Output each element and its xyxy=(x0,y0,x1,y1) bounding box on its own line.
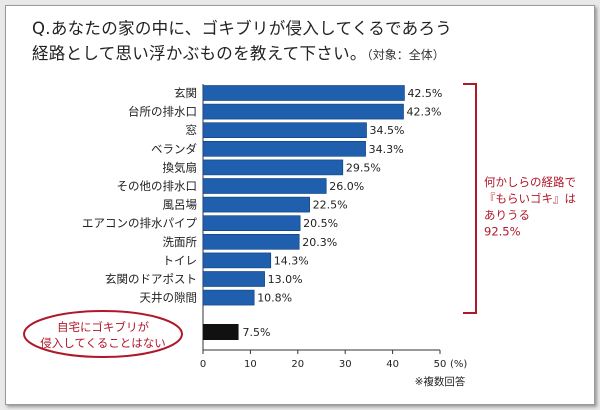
category-label: 玄関 xyxy=(174,86,197,100)
no-entry-label-line-2: 侵入してくることはない xyxy=(40,336,166,350)
bar xyxy=(202,196,310,213)
data-label: 42.5% xyxy=(407,87,442,100)
bar xyxy=(202,215,301,231)
category-label: ベランダ xyxy=(151,142,197,156)
category-label: 風呂場 xyxy=(163,198,198,212)
no-entry-data-label: 7.5% xyxy=(243,326,271,339)
category-label: その他の排水口 xyxy=(117,179,198,193)
data-label: 22.5% xyxy=(313,199,348,212)
data-label: 34.5% xyxy=(370,124,405,137)
category-label: 換気扇 xyxy=(163,160,198,174)
bracket-label-line: 何かしらの経路で xyxy=(484,175,576,189)
x-tick-label: 20 xyxy=(291,359,304,370)
no-entry-ellipse xyxy=(23,310,183,358)
x-tick-label: 10 xyxy=(244,359,257,370)
data-label: 34.3% xyxy=(369,143,404,156)
footnote: ※複数回答 xyxy=(415,375,466,388)
bar xyxy=(202,289,255,306)
bracket-label-line: 『もらいゴキ』は xyxy=(484,192,576,206)
data-label: 26.0% xyxy=(329,180,364,193)
bar xyxy=(202,178,327,194)
bar xyxy=(202,234,300,250)
bar xyxy=(202,159,344,176)
category-label: エアコンの排水パイプ xyxy=(82,216,197,230)
data-label: 14.3% xyxy=(274,254,309,267)
bar xyxy=(202,252,272,269)
category-label: 玄関のドアポスト xyxy=(105,272,197,286)
title-line-2-text: 経路として思い浮かぶものを教えて下さい。 xyxy=(32,44,367,63)
data-label: 42.3% xyxy=(407,106,442,119)
title-line-2: 経路として思い浮かぶものを教えて下さい。（対象：全体） xyxy=(32,41,552,68)
category-label: 洗面所 xyxy=(163,235,198,249)
title-line-1: Q.あなたの家の中に、ゴキブリが侵入してくるであろう xyxy=(32,19,453,38)
data-label: 10.8% xyxy=(257,292,292,305)
bar xyxy=(202,85,405,101)
bar xyxy=(202,141,366,157)
x-tick-label: 30 xyxy=(339,359,352,370)
no-entry-bar xyxy=(203,324,239,340)
bar xyxy=(202,103,404,120)
x-tick-label: 40 xyxy=(386,359,399,370)
bracket-label-line: 92.5% xyxy=(484,225,521,239)
bracket-label-line: ありうる xyxy=(484,208,530,222)
category-label: 窓 xyxy=(186,123,198,137)
chart-title: Q.あなたの家の中に、ゴキブリが侵入してくるであろう 経路として思い浮かぶものを… xyxy=(32,16,552,68)
x-tick-label: 0 xyxy=(200,359,206,370)
x-axis-unit: (%) xyxy=(450,359,467,370)
title-target-note: （対象：全体） xyxy=(366,48,445,62)
data-label: 20.3% xyxy=(302,236,337,249)
data-label: 29.5% xyxy=(346,161,381,174)
bar xyxy=(202,271,265,287)
category-label: 台所の排水口 xyxy=(128,105,197,119)
bracket xyxy=(463,83,477,314)
bar xyxy=(202,122,367,138)
data-label: 20.5% xyxy=(303,217,338,230)
data-label: 13.0% xyxy=(268,273,303,286)
x-tick-label: 50 xyxy=(434,359,447,370)
category-label: トイレ xyxy=(163,253,198,267)
category-label: 天井の隙間 xyxy=(140,291,198,305)
no-entry-label-line-1: 自宅にゴキブリが xyxy=(57,320,149,334)
